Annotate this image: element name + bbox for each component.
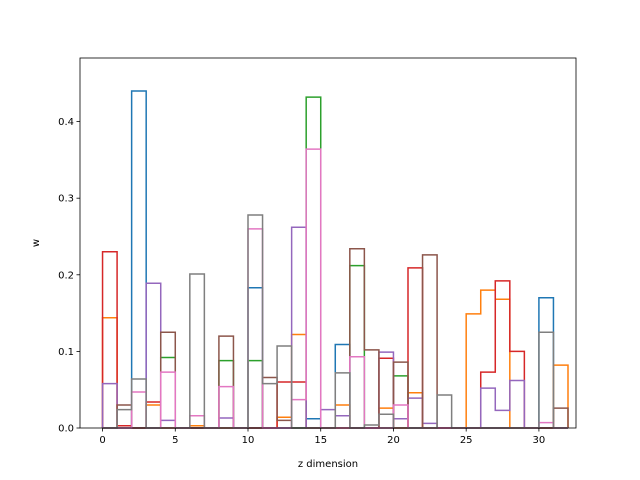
y-tick-label: 0.3 xyxy=(58,194,74,205)
x-tick-label: 25 xyxy=(460,435,473,446)
plot-area xyxy=(80,58,576,428)
x-axis-label: z dimension xyxy=(298,459,358,470)
y-axis: 0.0 0.1 0.2 0.3 0.4 xyxy=(58,117,80,435)
y-tick-label: 0.0 xyxy=(58,424,74,435)
plot-frame xyxy=(79,57,577,429)
x-tick-label: 20 xyxy=(387,435,400,446)
y-tick-label: 0.4 xyxy=(58,117,74,128)
x-tick-label: 0 xyxy=(99,435,105,446)
x-tick-label: 5 xyxy=(172,435,178,446)
x-tick-label: 30 xyxy=(533,435,546,446)
x-tick-label: 15 xyxy=(314,435,327,446)
x-tick-label: 10 xyxy=(242,435,255,446)
x-axis: 0 5 10 15 20 25 30 xyxy=(99,428,545,446)
y-tick-label: 0.2 xyxy=(58,270,74,281)
y-axis-label: w xyxy=(31,239,42,247)
y-tick-label: 0.1 xyxy=(58,347,74,358)
